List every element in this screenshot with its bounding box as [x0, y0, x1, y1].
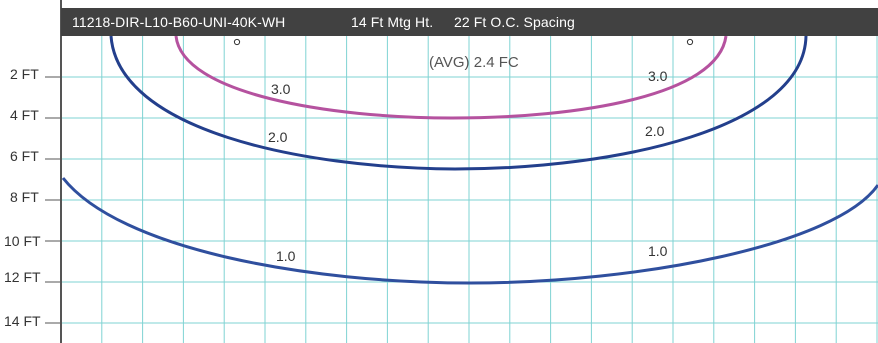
y-label-2ft: 2 FT [10, 66, 39, 82]
contour-label-1fc-left: 1.0 [276, 248, 296, 264]
header-bar: 11218-DIR-L10-B60-UNI-40K-WH 14 Ft Mtg H… [61, 8, 878, 36]
y-label-12ft: 12 FT [4, 269, 41, 285]
fixture-spacing: 22 Ft O.C. Spacing [454, 14, 575, 30]
y-label-10ft: 10 FT [4, 233, 41, 249]
contour-1fc [61, 177, 878, 285]
contour-label-1fc-right: 1.0 [648, 243, 668, 259]
grid [61, 36, 878, 343]
y-label-4ft: 4 FT [10, 107, 39, 123]
fixture-marker-left [233, 38, 241, 46]
contour-label-3fc-right: 3.0 [648, 68, 668, 84]
y-axis-ticks [45, 76, 61, 324]
mounting-height: 14 Ft Mtg Ht. [351, 14, 434, 30]
y-label-8ft: 8 FT [10, 189, 39, 205]
contour-label-2fc-right: 2.0 [645, 123, 665, 139]
fixture-marker-right [686, 38, 694, 46]
fixture-model: 11218-DIR-L10-B60-UNI-40K-WH [72, 14, 286, 30]
contour-2fc [109, 35, 808, 171]
contour-3fc [174, 35, 728, 120]
contour-label-3fc-left: 3.0 [271, 81, 291, 97]
y-label-6ft: 6 FT [10, 148, 39, 164]
average-illuminance-label: (AVG) 2.4 FC [429, 54, 519, 71]
y-label-14ft: 14 FT [4, 313, 41, 329]
contour-label-2fc-left: 2.0 [268, 129, 288, 145]
